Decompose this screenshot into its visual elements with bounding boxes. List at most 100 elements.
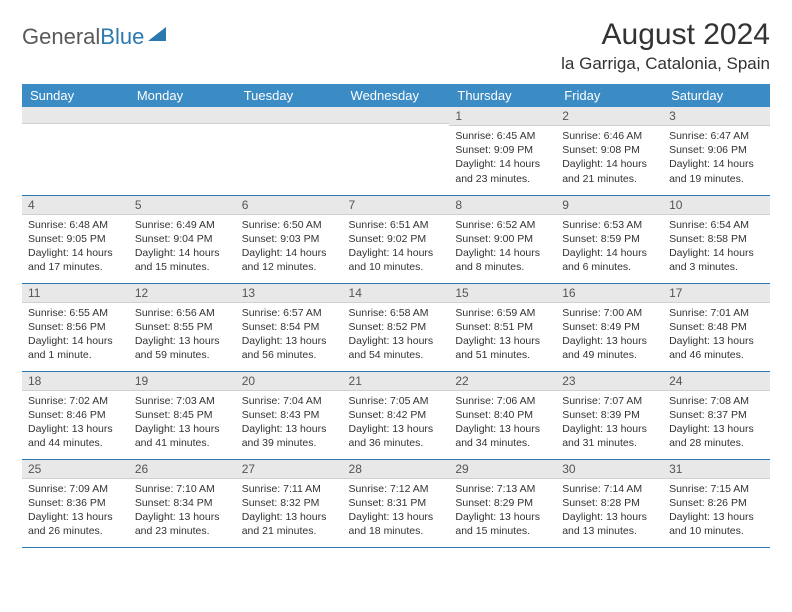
sunrise-text: Sunrise: 6:58 AM [349, 306, 444, 320]
col-header: Saturday [663, 84, 770, 107]
sunset-text: Sunset: 8:55 PM [135, 320, 230, 334]
sunset-text: Sunset: 8:48 PM [669, 320, 764, 334]
calendar-cell: 23Sunrise: 7:07 AMSunset: 8:39 PMDayligh… [556, 371, 663, 459]
day-number: 18 [22, 372, 129, 391]
day-body: Sunrise: 7:10 AMSunset: 8:34 PMDaylight:… [129, 479, 236, 543]
day-number: 11 [22, 284, 129, 303]
calendar-cell: 4Sunrise: 6:48 AMSunset: 9:05 PMDaylight… [22, 195, 129, 283]
sunrise-text: Sunrise: 6:50 AM [242, 218, 337, 232]
day-body: Sunrise: 7:02 AMSunset: 8:46 PMDaylight:… [22, 391, 129, 455]
day-body: Sunrise: 7:11 AMSunset: 8:32 PMDaylight:… [236, 479, 343, 543]
sunset-text: Sunset: 8:28 PM [562, 496, 657, 510]
sunrise-text: Sunrise: 7:15 AM [669, 482, 764, 496]
sunrise-text: Sunrise: 7:14 AM [562, 482, 657, 496]
day-body: Sunrise: 7:14 AMSunset: 8:28 PMDaylight:… [556, 479, 663, 543]
day-body: Sunrise: 7:12 AMSunset: 8:31 PMDaylight:… [343, 479, 450, 543]
daylight-text: Daylight: 13 hours and 34 minutes. [455, 422, 550, 450]
calendar-cell: 31Sunrise: 7:15 AMSunset: 8:26 PMDayligh… [663, 459, 770, 547]
day-body: Sunrise: 7:06 AMSunset: 8:40 PMDaylight:… [449, 391, 556, 455]
day-body: Sunrise: 6:47 AMSunset: 9:06 PMDaylight:… [663, 126, 770, 190]
calendar-row: 25Sunrise: 7:09 AMSunset: 8:36 PMDayligh… [22, 459, 770, 547]
calendar-cell: 1Sunrise: 6:45 AMSunset: 9:09 PMDaylight… [449, 107, 556, 195]
sunset-text: Sunset: 9:05 PM [28, 232, 123, 246]
day-body: Sunrise: 7:04 AMSunset: 8:43 PMDaylight:… [236, 391, 343, 455]
day-body: Sunrise: 7:01 AMSunset: 8:48 PMDaylight:… [663, 303, 770, 367]
calendar-cell: 14Sunrise: 6:58 AMSunset: 8:52 PMDayligh… [343, 283, 450, 371]
title-block: August 2024 la Garriga, Catalonia, Spain [561, 18, 770, 74]
daylight-text: Daylight: 13 hours and 18 minutes. [349, 510, 444, 538]
daylight-text: Daylight: 13 hours and 21 minutes. [242, 510, 337, 538]
calendar-cell: 12Sunrise: 6:56 AMSunset: 8:55 PMDayligh… [129, 283, 236, 371]
sunset-text: Sunset: 8:26 PM [669, 496, 764, 510]
calendar-cell: 18Sunrise: 7:02 AMSunset: 8:46 PMDayligh… [22, 371, 129, 459]
sunrise-text: Sunrise: 6:47 AM [669, 129, 764, 143]
sunset-text: Sunset: 9:00 PM [455, 232, 550, 246]
day-body: Sunrise: 7:05 AMSunset: 8:42 PMDaylight:… [343, 391, 450, 455]
day-number: 25 [22, 460, 129, 479]
col-header: Tuesday [236, 84, 343, 107]
daylight-text: Daylight: 13 hours and 36 minutes. [349, 422, 444, 450]
day-body: Sunrise: 7:09 AMSunset: 8:36 PMDaylight:… [22, 479, 129, 543]
day-number: 31 [663, 460, 770, 479]
day-number: 30 [556, 460, 663, 479]
calendar-cell: 28Sunrise: 7:12 AMSunset: 8:31 PMDayligh… [343, 459, 450, 547]
month-title: August 2024 [561, 18, 770, 52]
day-body: Sunrise: 6:45 AMSunset: 9:09 PMDaylight:… [449, 126, 556, 190]
header-row: Sunday Monday Tuesday Wednesday Thursday… [22, 84, 770, 107]
sunrise-text: Sunrise: 7:13 AM [455, 482, 550, 496]
sunrise-text: Sunrise: 6:51 AM [349, 218, 444, 232]
sunrise-text: Sunrise: 7:11 AM [242, 482, 337, 496]
sunset-text: Sunset: 8:56 PM [28, 320, 123, 334]
daylight-text: Daylight: 13 hours and 31 minutes. [562, 422, 657, 450]
sunset-text: Sunset: 8:34 PM [135, 496, 230, 510]
calendar-cell: 10Sunrise: 6:54 AMSunset: 8:58 PMDayligh… [663, 195, 770, 283]
day-number [22, 107, 129, 124]
calendar-cell: 15Sunrise: 6:59 AMSunset: 8:51 PMDayligh… [449, 283, 556, 371]
day-body: Sunrise: 6:49 AMSunset: 9:04 PMDaylight:… [129, 215, 236, 279]
day-number: 17 [663, 284, 770, 303]
calendar-cell: 21Sunrise: 7:05 AMSunset: 8:42 PMDayligh… [343, 371, 450, 459]
day-body: Sunrise: 7:08 AMSunset: 8:37 PMDaylight:… [663, 391, 770, 455]
sunset-text: Sunset: 8:39 PM [562, 408, 657, 422]
col-header: Monday [129, 84, 236, 107]
sunset-text: Sunset: 8:59 PM [562, 232, 657, 246]
sunset-text: Sunset: 9:06 PM [669, 143, 764, 157]
day-number: 10 [663, 196, 770, 215]
daylight-text: Daylight: 13 hours and 56 minutes. [242, 334, 337, 362]
day-number: 3 [663, 107, 770, 126]
day-body: Sunrise: 6:46 AMSunset: 9:08 PMDaylight:… [556, 126, 663, 190]
sunset-text: Sunset: 8:54 PM [242, 320, 337, 334]
calendar-cell [22, 107, 129, 195]
day-body: Sunrise: 6:52 AMSunset: 9:00 PMDaylight:… [449, 215, 556, 279]
daylight-text: Daylight: 14 hours and 12 minutes. [242, 246, 337, 274]
calendar-cell: 29Sunrise: 7:13 AMSunset: 8:29 PMDayligh… [449, 459, 556, 547]
calendar-cell: 9Sunrise: 6:53 AMSunset: 8:59 PMDaylight… [556, 195, 663, 283]
sunrise-text: Sunrise: 7:04 AM [242, 394, 337, 408]
day-number: 1 [449, 107, 556, 126]
daylight-text: Daylight: 14 hours and 6 minutes. [562, 246, 657, 274]
sunrise-text: Sunrise: 6:45 AM [455, 129, 550, 143]
daylight-text: Daylight: 13 hours and 49 minutes. [562, 334, 657, 362]
day-number: 7 [343, 196, 450, 215]
calendar-cell: 6Sunrise: 6:50 AMSunset: 9:03 PMDaylight… [236, 195, 343, 283]
calendar-cell [236, 107, 343, 195]
calendar-cell: 11Sunrise: 6:55 AMSunset: 8:56 PMDayligh… [22, 283, 129, 371]
calendar-cell: 5Sunrise: 6:49 AMSunset: 9:04 PMDaylight… [129, 195, 236, 283]
calendar-cell: 17Sunrise: 7:01 AMSunset: 8:48 PMDayligh… [663, 283, 770, 371]
calendar-cell [343, 107, 450, 195]
sunset-text: Sunset: 8:52 PM [349, 320, 444, 334]
daylight-text: Daylight: 14 hours and 8 minutes. [455, 246, 550, 274]
sunset-text: Sunset: 8:36 PM [28, 496, 123, 510]
calendar-row: 18Sunrise: 7:02 AMSunset: 8:46 PMDayligh… [22, 371, 770, 459]
day-number: 12 [129, 284, 236, 303]
calendar-cell: 7Sunrise: 6:51 AMSunset: 9:02 PMDaylight… [343, 195, 450, 283]
day-body: Sunrise: 7:03 AMSunset: 8:45 PMDaylight:… [129, 391, 236, 455]
sunrise-text: Sunrise: 6:56 AM [135, 306, 230, 320]
logo-triangle-icon [148, 27, 166, 41]
day-body: Sunrise: 6:59 AMSunset: 8:51 PMDaylight:… [449, 303, 556, 367]
daylight-text: Daylight: 14 hours and 19 minutes. [669, 157, 764, 185]
calendar-cell: 3Sunrise: 6:47 AMSunset: 9:06 PMDaylight… [663, 107, 770, 195]
day-number: 5 [129, 196, 236, 215]
calendar-cell: 2Sunrise: 6:46 AMSunset: 9:08 PMDaylight… [556, 107, 663, 195]
daylight-text: Daylight: 13 hours and 44 minutes. [28, 422, 123, 450]
